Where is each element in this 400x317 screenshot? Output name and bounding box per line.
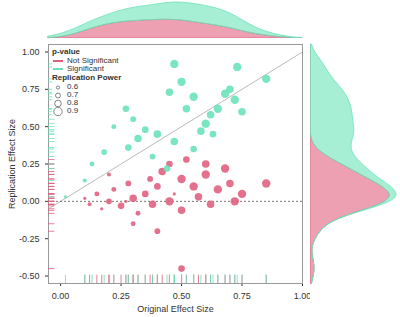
svg-text:0.75: 0.75 [233,291,251,301]
html-text:Significant: Significant [67,64,104,73]
html-text:0.7: 0.7 [67,90,79,99]
svg-text:-0.25: -0.25 [19,234,40,244]
svg-text:0.25: 0.25 [22,159,40,169]
svg-text:Replication Effect Size: Replication Effect Size [7,119,17,209]
html-text:0.8: 0.8 [67,98,79,107]
html-text:p-value: p-value [52,47,80,56]
html-text:Replication Power: Replication Power [52,73,122,82]
svg-text:0.25: 0.25 [112,291,130,301]
svg-text:Original Effect Size: Original Effect Size [137,304,213,314]
svg-text:-0.50: -0.50 [19,271,40,281]
svg-text:1.00: 1.00 [22,47,40,57]
svg-text:0.50: 0.50 [173,291,191,301]
html-text:0.9: 0.9 [67,106,79,115]
svg-text:0.00: 0.00 [22,196,40,206]
svg-text:0.00: 0.00 [52,291,70,301]
svg-text:0.75: 0.75 [22,84,40,94]
html-text:Not Significant: Not Significant [67,56,119,65]
html-text:0.6: 0.6 [67,82,79,91]
svg-text:1.00: 1.00 [294,291,310,301]
svg-text:0.50: 0.50 [22,122,40,132]
